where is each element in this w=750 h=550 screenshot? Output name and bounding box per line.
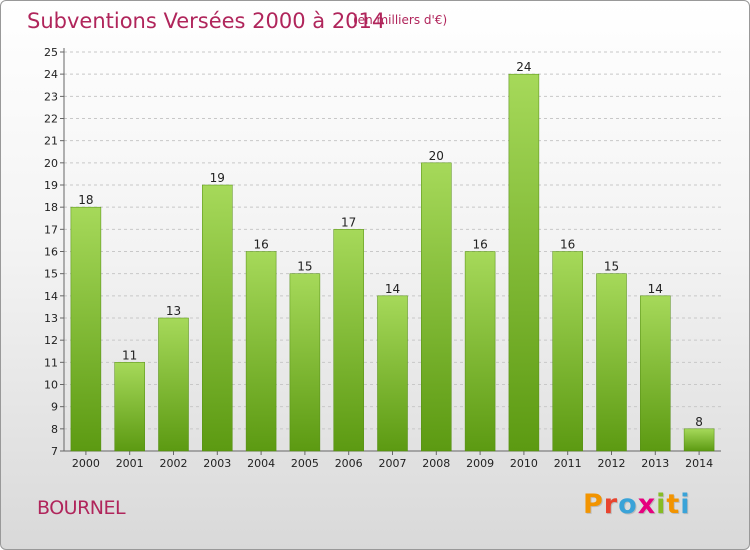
y-tick-label: 9 (51, 401, 58, 414)
x-tick-label: 2003 (203, 457, 231, 470)
logo-letter: P (583, 489, 604, 520)
data-label: 18 (78, 193, 93, 207)
bar (552, 251, 583, 452)
y-tick-label: 8 (51, 423, 58, 436)
y-tick-label: 25 (44, 46, 58, 59)
bar (508, 73, 540, 452)
bar (158, 317, 189, 452)
y-tick-label: 17 (44, 223, 58, 236)
bar (683, 428, 715, 452)
chart-subtitle: (en milliers d'€) (353, 13, 448, 27)
x-tick-label: 2004 (247, 457, 275, 470)
data-label: 14 (648, 282, 663, 296)
x-tick-label: 2006 (335, 457, 363, 470)
labels: 18 11 13 19 16 15 17 14 20 16 24 16 15 14 8 (78, 60, 703, 429)
bar (640, 295, 671, 452)
x-tick-label: 2011 (554, 457, 582, 470)
x-tick-label: 2005 (291, 457, 319, 470)
x-tick-label: 2014 (685, 457, 713, 470)
bar (70, 206, 102, 452)
commune-name: BOURNEL (37, 497, 126, 519)
y-tick-label: 20 (44, 157, 58, 170)
logo-letter: i (680, 489, 691, 520)
x-tick-label: 2002 (160, 457, 188, 470)
axes: 7 8 9 10 11 12 13 14 15 16 17 18 19 20 21 22 23 24 25 2000 2… (44, 46, 721, 470)
proxiti-logo[interactable]: Proxiti (583, 489, 691, 520)
data-label: 16 (560, 238, 575, 252)
logo-letter: i (656, 489, 667, 520)
data-label: 16 (472, 238, 487, 252)
data-label: 8 (695, 415, 703, 429)
logo-letter: r (603, 489, 619, 520)
bar (289, 273, 321, 452)
y-tick-label: 21 (44, 135, 58, 148)
y-tick-label: 18 (44, 201, 58, 214)
x-tick-label: 2000 (72, 457, 100, 470)
chart-title: Subventions Versées 2000 à 2014 (27, 9, 386, 33)
bar (596, 273, 627, 452)
y-tick-label: 14 (44, 290, 58, 303)
bar (464, 251, 496, 452)
x-tick-label: 2013 (641, 457, 669, 470)
y-tick-label: 15 (44, 268, 58, 281)
data-label: 15 (297, 260, 312, 274)
y-tick-label: 7 (51, 445, 58, 458)
x-tick-label: 2012 (598, 457, 626, 470)
y-tick-label: 13 (44, 312, 58, 325)
bars (70, 73, 715, 452)
logo-letter: t (666, 489, 681, 520)
y-tick-label: 23 (44, 90, 58, 103)
x-tick-label: 2007 (379, 457, 407, 470)
y-tick-label: 24 (44, 68, 58, 81)
data-label: 20 (429, 149, 444, 163)
y-tick-label: 12 (44, 334, 58, 347)
bar (202, 184, 233, 452)
data-label: 14 (385, 282, 400, 296)
bar (377, 295, 408, 452)
x-tick-label: 2010 (510, 457, 538, 470)
data-label: 24 (516, 60, 531, 74)
bar (114, 362, 145, 452)
y-tick-label: 22 (44, 113, 58, 126)
x-tick-label: 2008 (422, 457, 450, 470)
x-tick-label: 2001 (116, 457, 144, 470)
bar (245, 251, 277, 452)
y-tick-label: 19 (44, 179, 58, 192)
data-label: 13 (166, 304, 181, 318)
data-label: 19 (210, 171, 225, 185)
x-tick-label: 2009 (466, 457, 494, 470)
logo-letter: o (618, 489, 638, 520)
data-label: 16 (253, 238, 268, 252)
bar (333, 229, 364, 452)
bar (421, 162, 452, 452)
logo-letter: x (637, 489, 657, 520)
data-label: 11 (122, 348, 137, 362)
data-label: 17 (341, 215, 356, 229)
y-tick-label: 11 (44, 356, 58, 369)
data-label: 15 (604, 260, 619, 274)
y-tick-label: 16 (44, 246, 58, 259)
y-tick-label: 10 (44, 379, 58, 392)
